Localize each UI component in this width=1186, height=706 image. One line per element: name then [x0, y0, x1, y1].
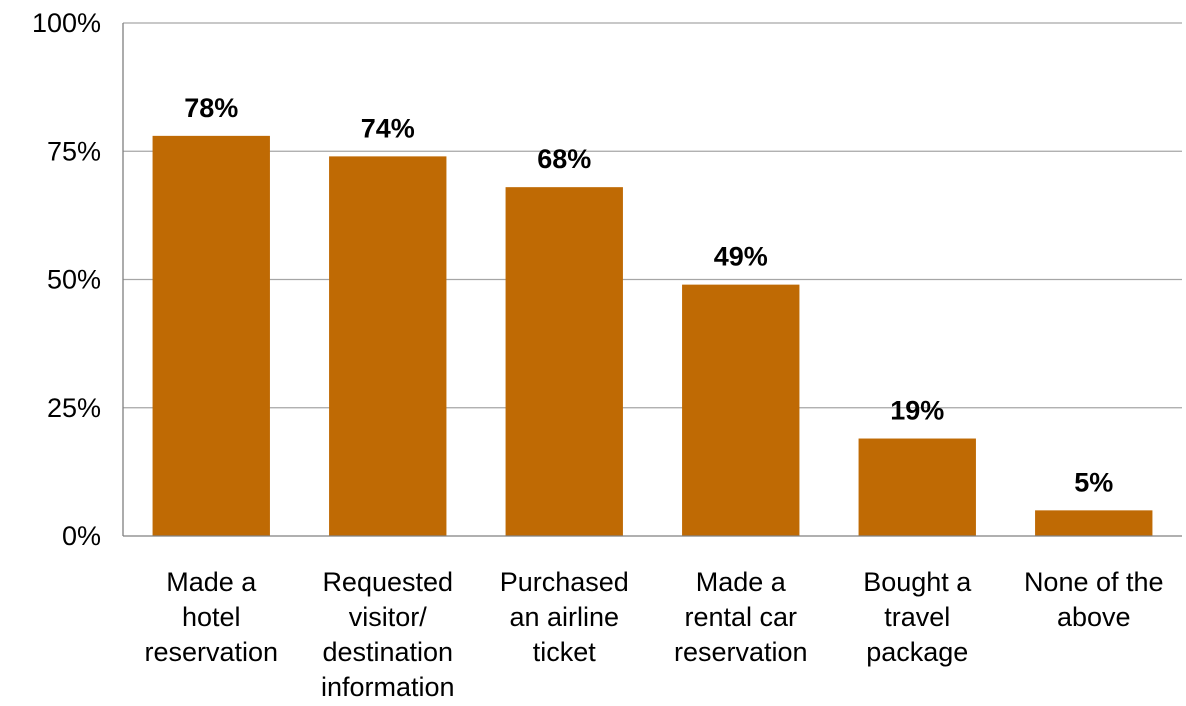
bars — [152, 135, 1153, 537]
data-label: 5% — [1074, 467, 1113, 497]
bar-0 — [152, 135, 270, 537]
y-tick-labels: 0% 25% 50% 75% 100% — [32, 8, 101, 551]
bar-1 — [329, 156, 447, 536]
category-label: None of the above — [1024, 567, 1164, 632]
category-label: Requested visitor/destination information — [321, 567, 455, 702]
bar-2 — [505, 187, 623, 536]
category-label: Bought a travel package — [863, 567, 972, 667]
data-label: 19% — [890, 396, 944, 426]
bar-4 — [858, 438, 976, 536]
axes — [122, 23, 1182, 537]
y-tick-label: 0% — [62, 521, 101, 551]
gridlines — [123, 22, 1182, 409]
y-tick-label: 75% — [47, 136, 101, 166]
category-labels: Made a hotel reservation Requested visitor/d… — [144, 567, 1163, 702]
category-label: Purchased an airline ticket — [500, 567, 629, 667]
category-label: Made a hotel reservation — [144, 567, 278, 667]
data-labels: 78% 74% 68% 49% 19% 5% — [184, 93, 1113, 497]
bar-5 — [1035, 510, 1153, 536]
data-label: 78% — [184, 93, 238, 123]
y-tick-label: 50% — [47, 265, 101, 295]
y-tick-label: 100% — [32, 8, 101, 38]
data-label: 49% — [714, 242, 768, 272]
data-label: 74% — [361, 113, 415, 143]
y-tick-label: 25% — [47, 393, 101, 423]
data-label: 68% — [537, 144, 591, 174]
bar-3 — [682, 284, 800, 536]
category-label: Made a rental car reservation — [674, 567, 808, 667]
